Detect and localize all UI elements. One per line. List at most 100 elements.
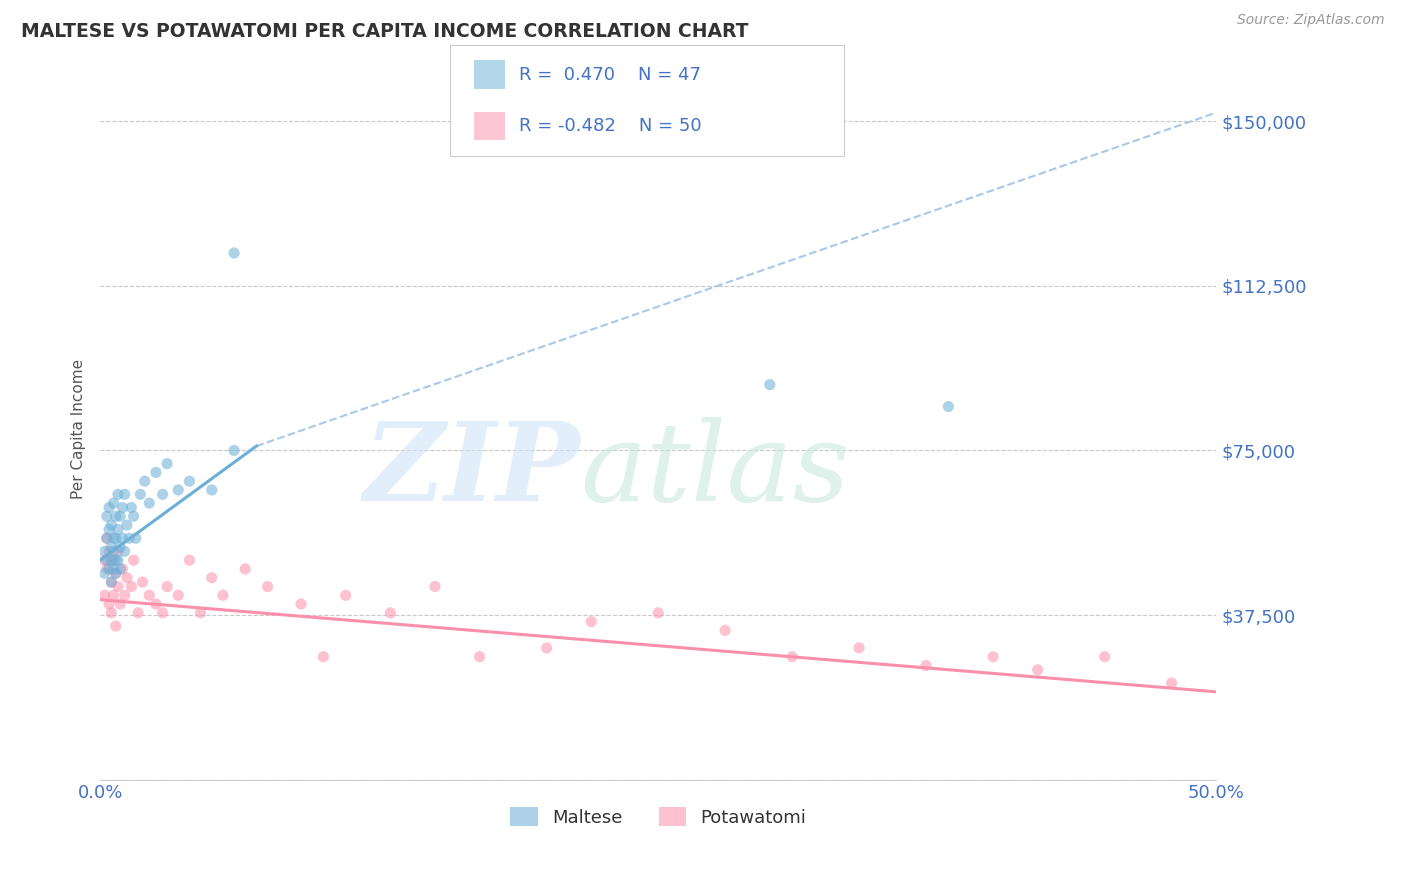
Point — [423, 580, 446, 594]
Point — [98, 562, 121, 576]
Legend: Maltese, Potawatomi: Maltese, Potawatomi — [503, 800, 813, 834]
Point — [145, 597, 167, 611]
Point — [1160, 676, 1182, 690]
Point — [104, 566, 127, 581]
Point — [222, 246, 245, 260]
Point — [107, 553, 129, 567]
Point — [103, 531, 125, 545]
Point — [110, 562, 132, 576]
Point — [93, 588, 115, 602]
Point — [915, 658, 938, 673]
Point — [233, 562, 256, 576]
Point — [129, 487, 152, 501]
Point — [145, 466, 167, 480]
Point — [96, 509, 118, 524]
Text: Source: ZipAtlas.com: Source: ZipAtlas.com — [1237, 13, 1385, 28]
Point — [110, 540, 132, 554]
Point — [1026, 663, 1049, 677]
Point — [100, 553, 122, 567]
Point — [290, 597, 312, 611]
Point — [179, 474, 201, 488]
Point — [138, 496, 160, 510]
Point — [98, 544, 121, 558]
Point — [335, 588, 357, 602]
Point — [103, 588, 125, 602]
Point — [167, 588, 190, 602]
Point — [114, 544, 136, 558]
Point — [98, 597, 121, 611]
Point — [152, 487, 174, 501]
Point — [110, 509, 132, 524]
Point — [536, 640, 558, 655]
Point — [380, 606, 402, 620]
Point — [103, 553, 125, 567]
Point — [167, 483, 190, 497]
Point — [122, 509, 145, 524]
Point — [96, 531, 118, 545]
Point — [312, 649, 335, 664]
Point — [122, 553, 145, 567]
Point — [104, 531, 127, 545]
Point — [581, 615, 603, 629]
Y-axis label: Per Capita Income: Per Capita Income — [72, 359, 86, 499]
Point — [107, 544, 129, 558]
Text: R = -0.482    N = 50: R = -0.482 N = 50 — [519, 117, 702, 135]
Point — [115, 518, 138, 533]
Point — [938, 400, 960, 414]
Point — [780, 649, 803, 664]
Point — [152, 606, 174, 620]
Point — [100, 540, 122, 554]
Point — [125, 531, 148, 545]
Point — [107, 487, 129, 501]
Point — [107, 523, 129, 537]
Point — [96, 562, 118, 576]
Point — [156, 580, 179, 594]
Point — [110, 597, 132, 611]
Point — [114, 487, 136, 501]
Point — [156, 457, 179, 471]
Point — [107, 580, 129, 594]
Point — [96, 553, 118, 567]
Point — [104, 553, 127, 567]
Point — [100, 575, 122, 590]
Point — [201, 483, 224, 497]
Point — [103, 562, 125, 576]
Point — [120, 580, 142, 594]
Point — [111, 562, 134, 576]
Text: ZIP: ZIP — [363, 417, 581, 524]
Text: R =  0.470    N = 47: R = 0.470 N = 47 — [519, 66, 700, 84]
Point — [120, 500, 142, 515]
Point — [98, 500, 121, 515]
Point — [98, 523, 121, 537]
Point — [104, 619, 127, 633]
Point — [100, 518, 122, 533]
Point — [256, 580, 278, 594]
Point — [115, 571, 138, 585]
Point — [179, 553, 201, 567]
Point — [103, 496, 125, 510]
Point — [759, 377, 782, 392]
Point — [118, 531, 141, 545]
Point — [138, 588, 160, 602]
Text: MALTESE VS POTAWATOMI PER CAPITA INCOME CORRELATION CHART: MALTESE VS POTAWATOMI PER CAPITA INCOME … — [21, 22, 748, 41]
Point — [100, 606, 122, 620]
Point — [1094, 649, 1116, 664]
Point — [96, 531, 118, 545]
Point — [134, 474, 156, 488]
Point — [131, 575, 153, 590]
Point — [468, 649, 491, 664]
Point — [104, 566, 127, 581]
Point — [100, 575, 122, 590]
Point — [93, 566, 115, 581]
Text: atlas: atlas — [581, 417, 849, 524]
Point — [104, 509, 127, 524]
Point — [114, 588, 136, 602]
Point — [222, 443, 245, 458]
Point — [93, 544, 115, 558]
Point — [127, 606, 149, 620]
Point — [647, 606, 669, 620]
Point — [103, 544, 125, 558]
Point — [111, 531, 134, 545]
Point — [201, 571, 224, 585]
Point — [93, 553, 115, 567]
